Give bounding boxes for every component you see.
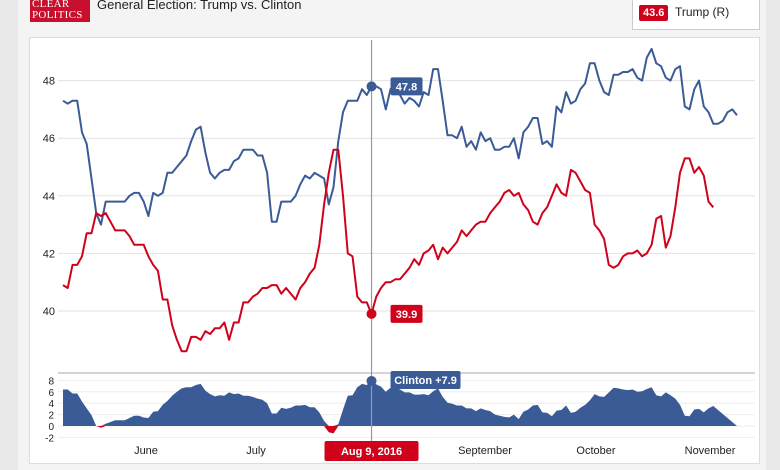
series-line-clinton[interactable] — [62, 47, 738, 226]
legend-trump-value: 43.6 — [639, 5, 669, 21]
y-tick-label: 44 — [43, 191, 55, 203]
spread-tick-label: 2 — [48, 411, 54, 422]
logo-line-1: CLEAR — [32, 0, 70, 10]
spread-area-trump — [63, 426, 737, 434]
chart-title: General Election: Trump vs. Clinton — [97, 0, 302, 12]
crosshair-date-bg — [324, 441, 419, 461]
crosshair-label-spread: Clinton +7.9 — [394, 375, 457, 387]
series-line-trump[interactable] — [62, 148, 715, 353]
crosshair-label-trump: 39.9 — [396, 309, 417, 321]
logo-line-2: POLITICS — [32, 9, 83, 21]
crosshair-label-trump-bg — [390, 304, 423, 323]
spread-tick-label: -2 — [45, 433, 54, 444]
spread-tick-label: 6 — [48, 388, 54, 399]
spread-tick-label: 8 — [48, 376, 54, 387]
x-tick-label: November — [685, 445, 736, 457]
x-tick-label: June — [134, 445, 158, 457]
x-tick-label: October — [576, 445, 615, 457]
y-tick-label: 42 — [43, 248, 55, 260]
spread-area-clinton — [63, 380, 737, 426]
site-logo[interactable]: CLEAR POLITICS — [30, 0, 90, 22]
crosshair-dot-trump — [366, 308, 377, 319]
crosshair-dot-spread — [366, 375, 377, 386]
crosshair-date-label: Aug 9, 2016 — [341, 446, 402, 458]
legend-trump-name: Trump (R) — [675, 5, 730, 19]
y-tick-label: 46 — [43, 133, 55, 145]
x-tick-label: September — [458, 445, 512, 457]
y-tick-label: 40 — [43, 306, 55, 318]
x-tick-label: July — [246, 445, 266, 457]
spread-tick-label: 0 — [48, 422, 54, 433]
spread-tick-label: 4 — [48, 399, 54, 410]
y-tick-label: 48 — [43, 76, 55, 88]
crosshair-label-clinton: 47.8 — [396, 81, 417, 93]
crosshair-dot-clinton — [366, 81, 377, 92]
crosshair-label-clinton-bg — [390, 77, 423, 96]
crosshair-label-spread-bg — [390, 370, 461, 389]
